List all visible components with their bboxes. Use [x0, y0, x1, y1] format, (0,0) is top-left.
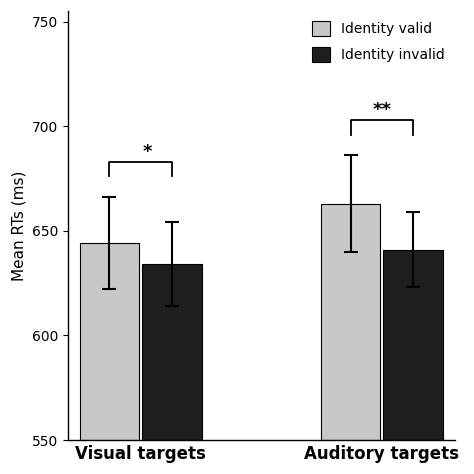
- Text: *: *: [143, 143, 153, 161]
- Bar: [80, 243, 139, 440]
- Bar: [383, 250, 443, 440]
- Y-axis label: Mean RTs (ms): Mean RTs (ms): [11, 170, 26, 281]
- Legend: Identity valid, Identity invalid: Identity valid, Identity invalid: [306, 15, 450, 68]
- Text: **: **: [372, 101, 391, 119]
- Bar: [321, 204, 380, 440]
- Bar: [142, 264, 201, 440]
